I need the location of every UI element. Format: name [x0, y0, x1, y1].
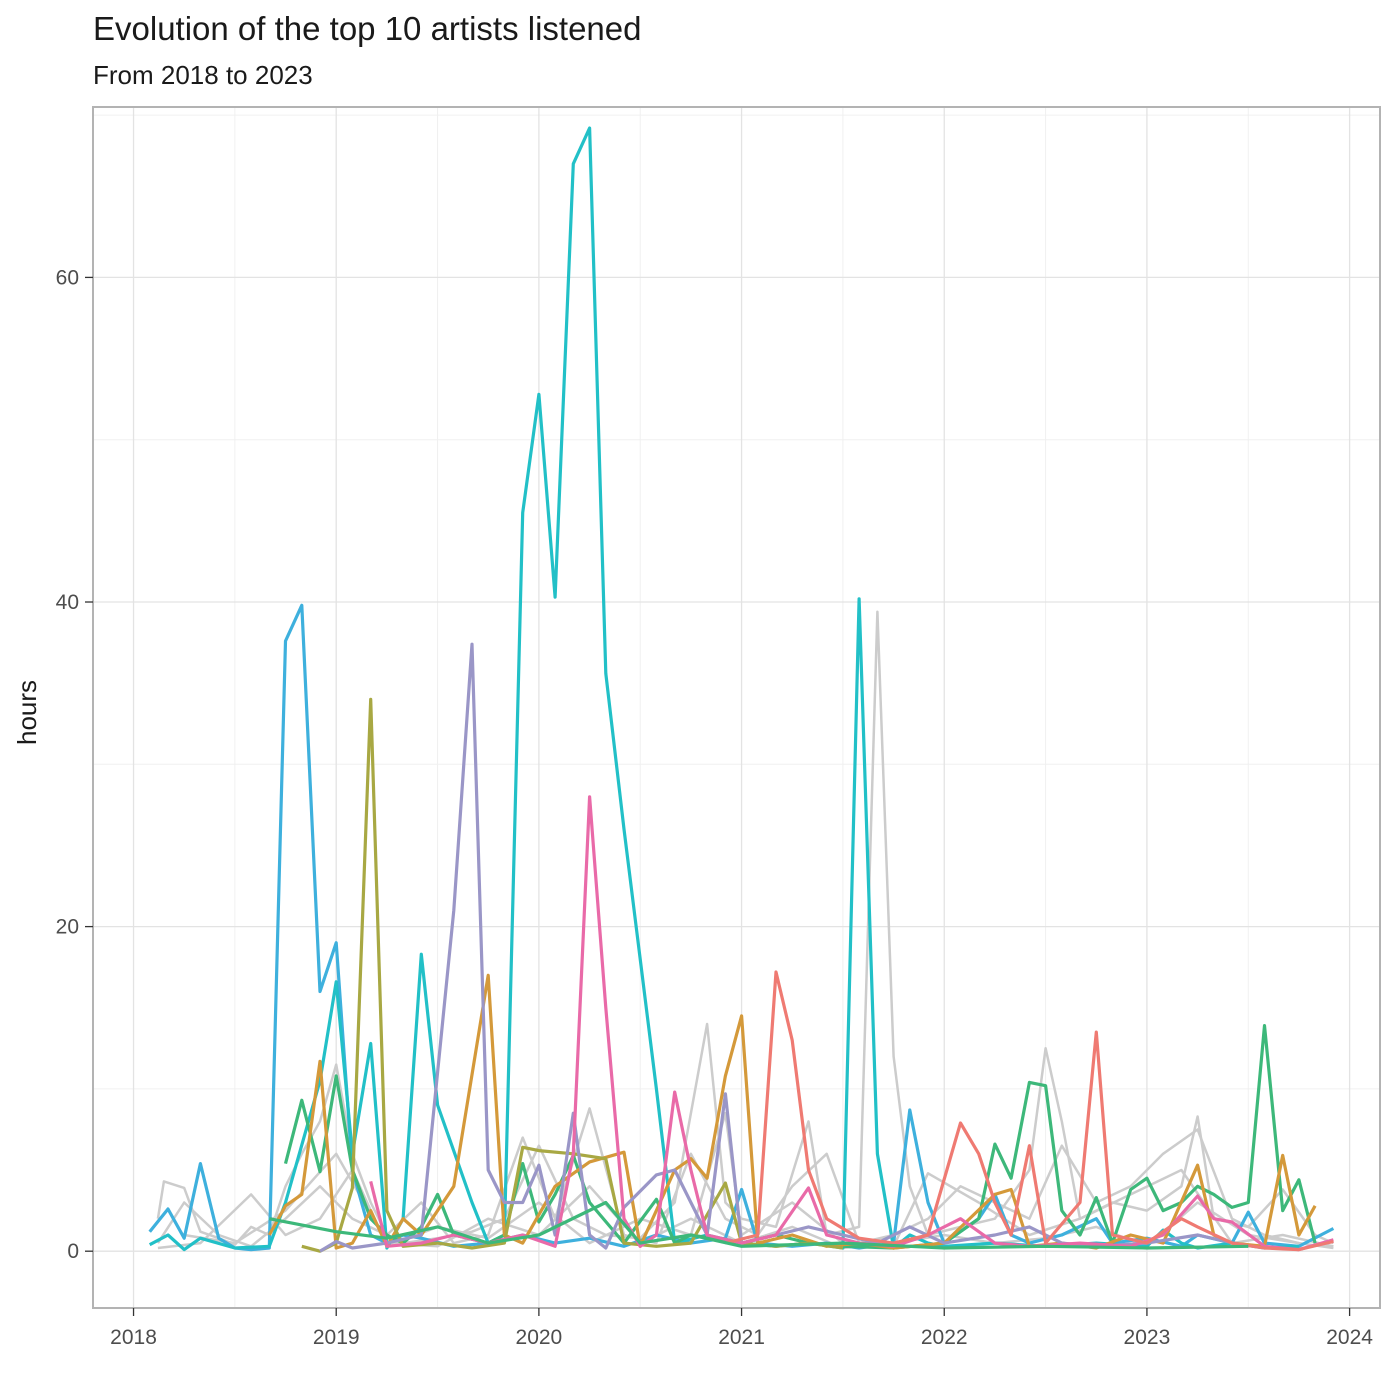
- background-series-group: [156, 610, 1334, 1250]
- y-tick-label: 40: [56, 591, 79, 614]
- y-tick-label: 60: [56, 266, 79, 289]
- chart-subtitle: From 2018 to 2023: [93, 60, 313, 90]
- chart-title: Evolution of the top 10 artists listened: [93, 10, 642, 47]
- axis-ticks: 2018 2019 2020 2021 2022 2023 2024 0 20 40 60: [56, 266, 1374, 1349]
- y-tick-label: 20: [56, 916, 79, 939]
- x-tick-label: 2021: [718, 1326, 765, 1349]
- grid-lines: [93, 107, 1380, 1308]
- series-line: [319, 642, 1249, 1253]
- series-group: [148, 126, 1335, 1253]
- x-tick-label: 2022: [921, 1326, 968, 1349]
- x-tick-label: 2020: [516, 1326, 563, 1349]
- series-line: [268, 1200, 1249, 1250]
- series-line: [725, 970, 1334, 1252]
- x-tick-label: 2018: [110, 1326, 157, 1349]
- x-tick-label: 2024: [1326, 1326, 1373, 1349]
- background-series-line: [156, 610, 1334, 1246]
- x-tick-label: 2019: [313, 1326, 360, 1349]
- panel-border: [92, 106, 1381, 1309]
- x-tick-label: 2023: [1124, 1326, 1171, 1349]
- series-line: [301, 697, 844, 1253]
- y-tick-label: 0: [67, 1240, 79, 1263]
